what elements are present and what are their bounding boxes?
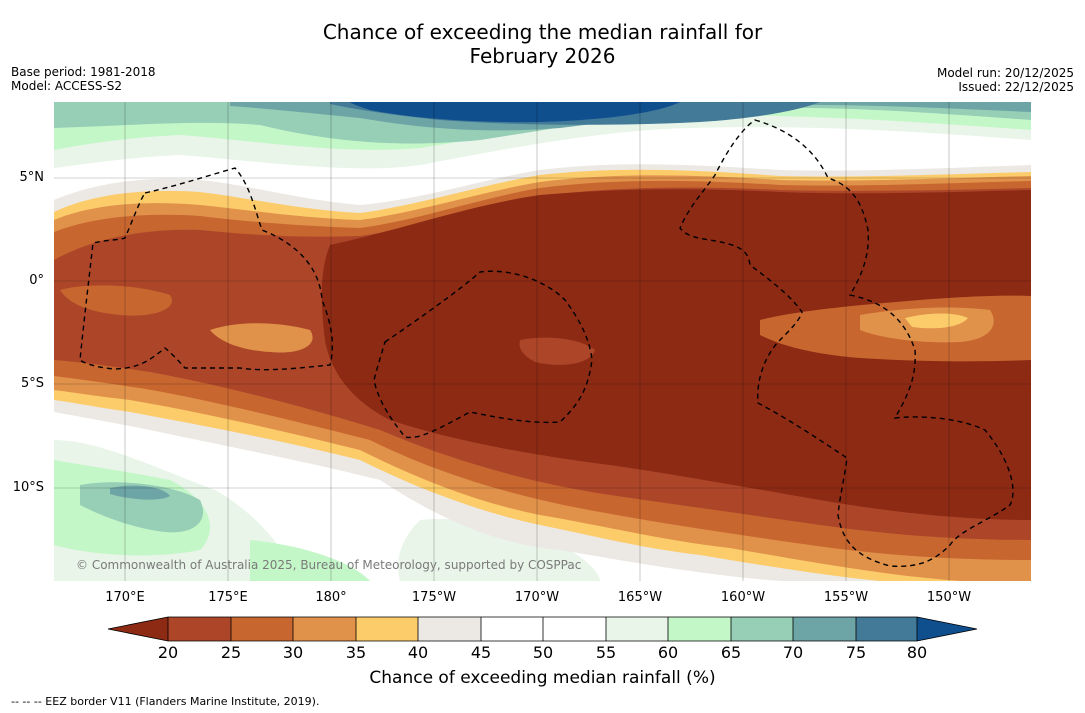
lat-label-10s: 10°S (12, 480, 44, 495)
south-dark-teal-patch (110, 485, 170, 500)
meta-right: Model run: 20/12/2025 Issued: 22/12/2025 (937, 66, 1074, 94)
lon-label-165w: 165°W (617, 590, 663, 605)
copyright-notice: © Commonwealth of Australia 2025, Bureau… (76, 558, 582, 572)
map-title: Chance of exceeding the median rainfall … (0, 20, 1085, 68)
colorbar-high-arrow (917, 617, 977, 641)
colorbar-swatch-35-40 (356, 617, 418, 641)
east-yellow-patch (905, 313, 968, 329)
lon-label-160w: 160°W (720, 590, 766, 605)
eez-border-east (679, 119, 1014, 568)
colorbar-swatch-25-30 (231, 617, 293, 641)
colorbar-tick-25: 25 (220, 643, 242, 662)
colorbar-swatch-60-65 (668, 617, 731, 641)
lon-label-170e: 170°E (105, 590, 145, 605)
colorbar-swatch-30-35 (293, 617, 356, 641)
lon-label-175e: 175°E (208, 590, 248, 605)
lon-label-150w: 150°W (926, 590, 972, 605)
lon-label-175w: 175°W (411, 590, 457, 605)
title-line-1: Chance of exceeding the median rainfall … (322, 20, 763, 44)
colorbar-tick-75: 75 (845, 643, 867, 662)
colorbar-swatch-65-70 (731, 617, 793, 641)
colorbar-swatch-20-25 (168, 617, 231, 641)
map-field (54, 102, 1031, 581)
colorbar-swatch-40-45 (418, 617, 481, 641)
eez-border-west (79, 167, 334, 371)
lat-label-0: 0° (29, 273, 44, 288)
colorbar-tick-20: 20 (157, 643, 179, 662)
colorbar-tick-40: 40 (407, 643, 429, 662)
south-central-light-area (398, 519, 600, 581)
colorbar-tick-70: 70 (782, 643, 804, 662)
eez-borders (79, 119, 1014, 568)
model-run: Model run: 20/12/2025 (936, 66, 1074, 80)
central-patch (519, 337, 595, 365)
colorbar-swatch-70-75 (793, 617, 856, 641)
colorbar-swatch-55-60 (606, 617, 668, 641)
colorbar-tick-45: 45 (470, 643, 492, 662)
colorbar-low-arrow (108, 617, 168, 641)
colorbar-dividers (167, 617, 918, 641)
colorbar-label: Chance of exceeding median rainfall (%) (369, 668, 716, 688)
colorbar-tick-30: 30 (282, 643, 304, 662)
lon-label-155w: 155°W (823, 590, 869, 605)
model-name: Model: ACCESS-S2 (11, 79, 123, 93)
meta-left: Base period: 1981-2018 Model: ACCESS-S2 (11, 65, 156, 93)
base-period: Base period: 1981-2018 (11, 65, 156, 79)
colorbar-swatch-75-80 (856, 617, 917, 641)
lat-label-5s: 5°S (20, 376, 44, 391)
colorbar-tick-60: 60 (657, 643, 679, 662)
issued-date: Issued: 22/12/2025 (958, 80, 1074, 94)
south-teal-area (80, 482, 204, 533)
south-west-green-patch (250, 540, 370, 581)
colorbar-swatch-50-55 (543, 617, 606, 641)
colorbar-tick-55: 55 (595, 643, 617, 662)
title-line-2: February 2026 (469, 44, 616, 68)
colorbar-tick-65: 65 (720, 643, 742, 662)
lat-label-5n: 5°N (19, 170, 45, 185)
graticule (54, 102, 1031, 581)
colorbar-tick-35: 35 (345, 643, 367, 662)
colorbar-swatch-45-50 (481, 617, 543, 641)
eez-legend-footer: -- -- -- EEZ border V11 (Flanders Marine… (11, 695, 320, 708)
eez-border-central (373, 270, 593, 439)
colorbar (107, 616, 978, 642)
lon-label-180: 180° (315, 590, 347, 605)
colorbar-tick-80: 80 (906, 643, 928, 662)
colorbar-tick-50: 50 (532, 643, 554, 662)
lon-label-170w: 170°W (514, 590, 560, 605)
north-dark-blue-core (350, 102, 680, 123)
west-orange-patch (210, 323, 313, 353)
